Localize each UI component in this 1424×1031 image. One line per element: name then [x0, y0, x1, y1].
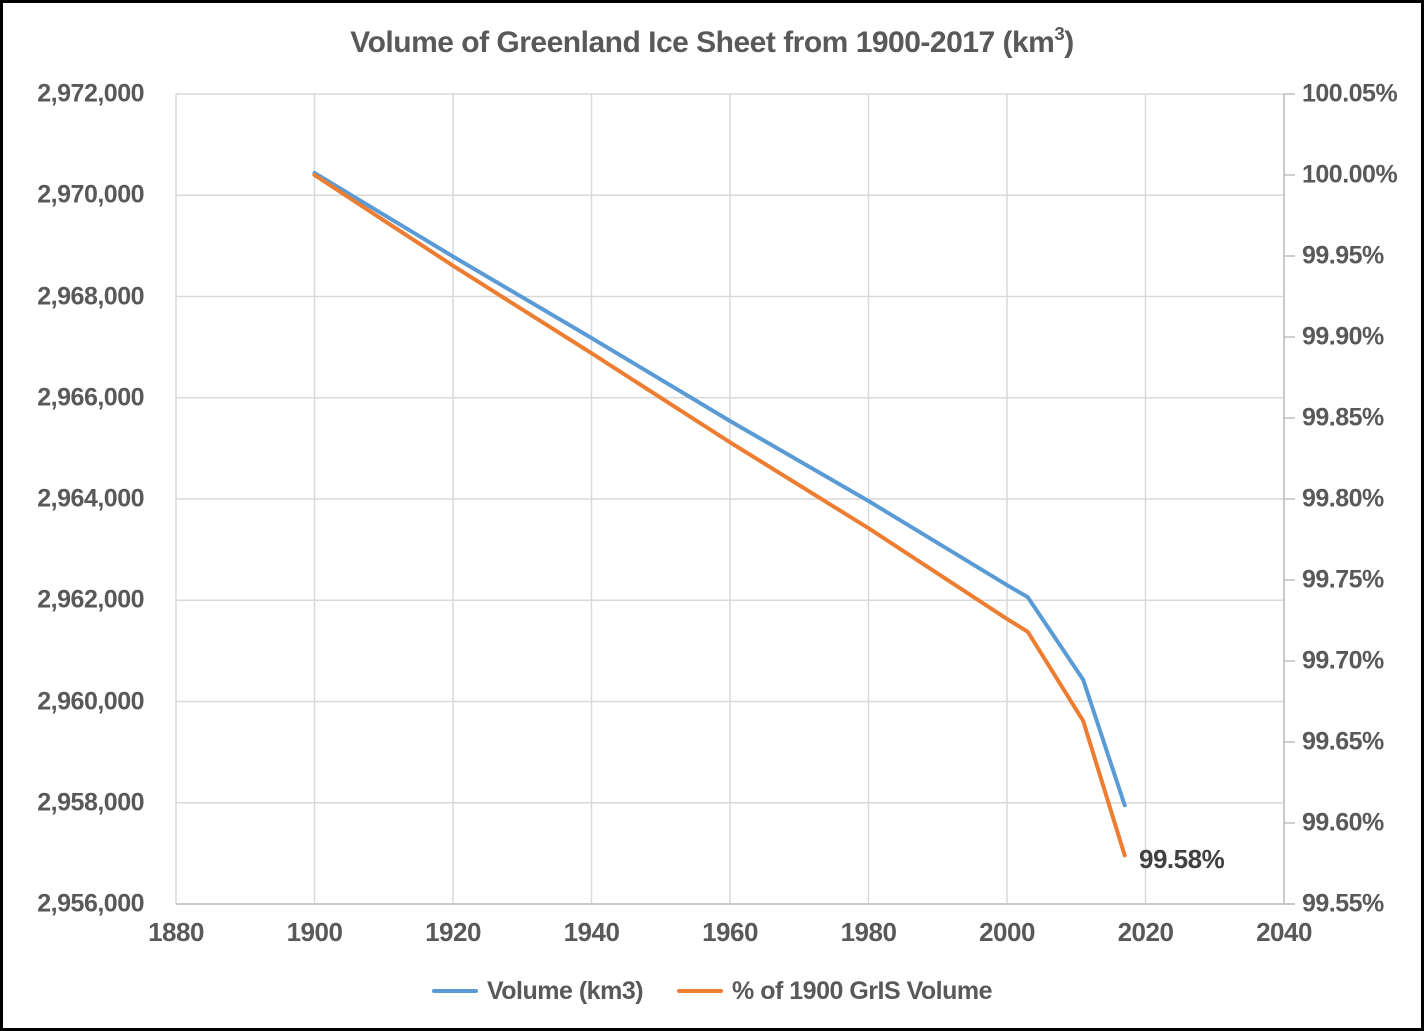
- series-line-volume: [312, 171, 1127, 808]
- y-axis-right-tick-label: 99.85%: [1302, 403, 1384, 432]
- last-point-data-label: 99.58%: [1139, 844, 1225, 874]
- legend-item-percent: % of 1900 GrIS Volume: [677, 976, 993, 1006]
- y-axis-left-tick-label: 2,964,000: [37, 484, 144, 513]
- y-axis-right-tick-label: 99.75%: [1302, 565, 1384, 594]
- chart-title-suffix: ): [1064, 26, 1074, 59]
- y-axis-right-tick-label: 99.65%: [1302, 727, 1384, 756]
- chart-title-superscript: 3: [1054, 23, 1065, 45]
- legend-line-sample-percent: [677, 989, 724, 993]
- y-axis-right-tick-label: 100.00%: [1302, 160, 1398, 189]
- y-axis-left-tick-label: 2,956,000: [37, 889, 144, 918]
- x-axis-tick-label: 2040: [1256, 917, 1312, 947]
- legend-label-percent: % of 1900 GrIS Volume: [732, 976, 993, 1005]
- legend-label-volume: Volume (km3): [486, 976, 644, 1005]
- y-axis-right-tick-label: 99.60%: [1302, 808, 1384, 837]
- x-axis-tick-label: 1900: [286, 917, 343, 947]
- x-axis-tick-label: 2020: [1117, 917, 1174, 947]
- y-axis-right-tick-label: 99.70%: [1302, 646, 1384, 675]
- x-axis-tick-label: 1980: [840, 917, 897, 947]
- y-axis-left-tick-label: 2,970,000: [37, 180, 144, 209]
- legend-item-volume: Volume (km3): [431, 976, 644, 1006]
- plot-area: [175, 93, 1295, 905]
- y-axis-left-tick-label: 2,968,000: [37, 282, 144, 310]
- y-axis-right-tick-label: 99.90%: [1302, 322, 1384, 351]
- chart-title: Volume of Greenland Ice Sheet from 1900-…: [3, 23, 1421, 60]
- y-axis-left-tick-label: 2,972,000: [37, 79, 144, 108]
- x-axis-tick-label: 1880: [148, 917, 204, 947]
- x-axis-tick-label: 1920: [425, 917, 481, 947]
- y-axis-right-tick-label: 99.80%: [1302, 484, 1384, 513]
- x-axis-tick-label: 1940: [563, 917, 620, 947]
- legend-line-sample-volume: [431, 989, 478, 993]
- y-axis-left-tick-label: 2,960,000: [37, 687, 144, 715]
- y-axis-left-tick-label: 2,958,000: [37, 788, 144, 817]
- x-axis-tick-label: 2000: [979, 917, 1035, 947]
- y-axis-left-tick-label: 2,966,000: [37, 383, 144, 412]
- legend: Volume (km3) % of 1900 GrIS Volume: [3, 972, 1421, 1010]
- y-axis-right-tick-label: 100.05%: [1302, 79, 1398, 108]
- x-axis-tick-label: 1960: [702, 917, 758, 947]
- series-line-percent: [312, 173, 1127, 858]
- y-axis-right-tick-label: 99.55%: [1302, 889, 1384, 918]
- y-axis-left-tick-label: 2,962,000: [37, 585, 144, 614]
- y-axis-right-tick-label: 99.95%: [1302, 241, 1384, 270]
- chart-title-prefix: Volume of Greenland Ice Sheet from 1900-…: [350, 26, 1055, 59]
